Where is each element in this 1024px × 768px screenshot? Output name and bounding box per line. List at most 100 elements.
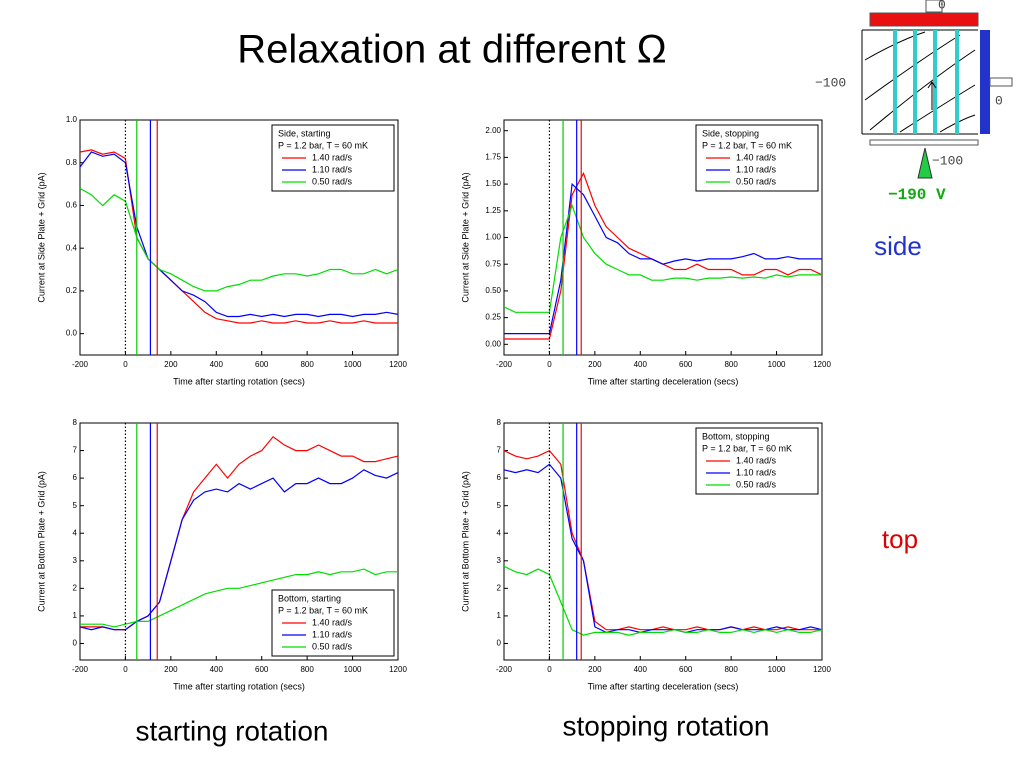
y-tick-label: 0.75 bbox=[485, 259, 501, 268]
series-line bbox=[504, 182, 822, 335]
x-tick-label: 800 bbox=[300, 665, 314, 674]
y-tick-label: 1.50 bbox=[485, 179, 501, 188]
diagram-value: 0 bbox=[938, 0, 946, 12]
plot-frame bbox=[503, 422, 823, 661]
legend-label: 1.40 rad/s bbox=[312, 617, 353, 627]
x-tick-label: 600 bbox=[679, 665, 693, 674]
x-tick-label: 0 bbox=[547, 360, 552, 369]
x-tick-label: 1200 bbox=[389, 360, 407, 369]
y-tick-label: 2 bbox=[73, 583, 78, 592]
legend-title: P = 1.2 bar, T = 60 mK bbox=[278, 605, 368, 615]
y-tick-label: 0 bbox=[497, 639, 502, 648]
x-tick-label: 400 bbox=[634, 360, 648, 369]
y-axis-label: Current at Bottom Plate + Grid (pA) bbox=[36, 471, 46, 612]
y-tick-label: 7 bbox=[73, 446, 78, 455]
x-tick-label: 200 bbox=[164, 665, 178, 674]
slide-title: Relaxation at different Ω bbox=[237, 28, 666, 72]
x-tick-label: -200 bbox=[72, 360, 89, 369]
y-tick-label: 3 bbox=[497, 556, 502, 565]
grid-wires bbox=[893, 30, 959, 134]
legend-label: 1.10 rad/s bbox=[312, 164, 353, 174]
x-tick-label: 1200 bbox=[389, 665, 407, 674]
caption: starting rotation bbox=[136, 715, 329, 746]
plot-frame bbox=[79, 119, 399, 356]
y-tick-label: 1.0 bbox=[66, 115, 78, 124]
y-tick-label: 0.50 bbox=[485, 286, 501, 295]
lead bbox=[925, 0, 943, 13]
y-tick-label: 4 bbox=[497, 528, 502, 537]
x-axis-label: Time after starting deceleration (secs) bbox=[588, 376, 739, 386]
x-tick-label: 600 bbox=[255, 360, 269, 369]
y-tick-label: 6 bbox=[73, 473, 78, 482]
diagram-value: 0 bbox=[995, 93, 1003, 108]
top-label: top bbox=[882, 524, 918, 554]
rotation-arrow bbox=[927, 81, 937, 110]
legend-title: Side, starting bbox=[278, 128, 331, 138]
y-tick-label: 0.4 bbox=[66, 243, 78, 252]
x-tick-label: 800 bbox=[300, 360, 314, 369]
legend-label: 1.40 rad/s bbox=[312, 152, 353, 162]
legend-title: Side, stopping bbox=[702, 128, 759, 138]
legend-title: P = 1.2 bar, T = 60 mK bbox=[702, 140, 792, 150]
x-tick-label: 800 bbox=[724, 665, 738, 674]
legend-label: 1.40 rad/s bbox=[736, 455, 777, 465]
legend-label: 1.10 rad/s bbox=[736, 467, 777, 477]
y-tick-label: 0.0 bbox=[66, 329, 78, 338]
x-tick-label: 1000 bbox=[768, 360, 786, 369]
y-tick-label: 2 bbox=[497, 583, 502, 592]
legend-label: 0.50 rad/s bbox=[736, 176, 777, 186]
bottom-indicator bbox=[917, 147, 933, 179]
diagram-value: −100 bbox=[815, 75, 846, 90]
bottom-grid bbox=[869, 139, 979, 146]
legend-title: P = 1.2 bar, T = 60 mK bbox=[702, 443, 792, 453]
diagram-voltage: −190 V bbox=[888, 186, 946, 204]
y-tick-label: 0.2 bbox=[66, 286, 78, 295]
diagram-value: −100 bbox=[932, 153, 963, 168]
x-tick-label: 1200 bbox=[813, 360, 831, 369]
x-tick-label: 0 bbox=[123, 360, 128, 369]
y-tick-label: 0.6 bbox=[66, 201, 78, 210]
legend-title: Bottom, stopping bbox=[702, 431, 770, 441]
chart: -200 0 200 400 600 800 1000 1200 0.0 0.2 0.4 0.6 0.8… bbox=[36, 115, 407, 386]
y-tick-label: 6 bbox=[497, 473, 502, 482]
x-tick-label: 400 bbox=[210, 360, 224, 369]
y-tick-label: 1 bbox=[497, 611, 502, 620]
legend-label: 1.10 rad/s bbox=[312, 629, 353, 639]
y-tick-label: 1.00 bbox=[485, 233, 501, 242]
x-tick-label: 200 bbox=[588, 665, 602, 674]
x-tick-label: 200 bbox=[164, 360, 178, 369]
y-tick-label: 1 bbox=[73, 611, 78, 620]
side-label: side bbox=[874, 231, 922, 261]
legend-title: Bottom, starting bbox=[278, 593, 341, 603]
series-line bbox=[79, 149, 398, 324]
y-tick-label: 0.8 bbox=[66, 158, 78, 167]
x-tick-label: 400 bbox=[634, 665, 648, 674]
top-plate bbox=[869, 12, 979, 27]
x-tick-label: 400 bbox=[210, 665, 224, 674]
y-axis-label: Current at Side Plate + Grid (pA) bbox=[460, 172, 470, 302]
caption: stopping rotation bbox=[562, 710, 769, 741]
x-axis-label: Time after starting rotation (secs) bbox=[173, 376, 305, 386]
series-line bbox=[503, 463, 823, 634]
cell-wall bbox=[861, 29, 978, 135]
y-tick-label: 0.00 bbox=[485, 339, 501, 348]
series-line bbox=[79, 469, 399, 631]
y-tick-label: 5 bbox=[497, 501, 502, 510]
x-tick-label: 1200 bbox=[813, 665, 831, 674]
y-tick-label: 5 bbox=[73, 501, 78, 510]
x-tick-label: 1000 bbox=[768, 665, 786, 674]
y-tick-label: 0.25 bbox=[485, 313, 501, 322]
legend-label: 0.50 rad/s bbox=[312, 176, 353, 186]
x-tick-label: -200 bbox=[496, 360, 513, 369]
x-tick-label: 800 bbox=[724, 360, 738, 369]
series-line bbox=[503, 565, 823, 636]
y-tick-label: 1.75 bbox=[485, 152, 501, 161]
legend-label: 0.50 rad/s bbox=[736, 479, 777, 489]
series-line bbox=[503, 203, 822, 313]
x-tick-label: -200 bbox=[72, 665, 89, 674]
x-tick-label: 600 bbox=[255, 665, 269, 674]
cell-diagram: 0 −100 0 −100 −190 V bbox=[815, 0, 1013, 204]
chart: -200 0 200 400 600 800 1000 1200 0 1 2 3 4 5 6 7 8 Time a… bbox=[460, 418, 831, 691]
x-tick-label: 0 bbox=[547, 665, 552, 674]
